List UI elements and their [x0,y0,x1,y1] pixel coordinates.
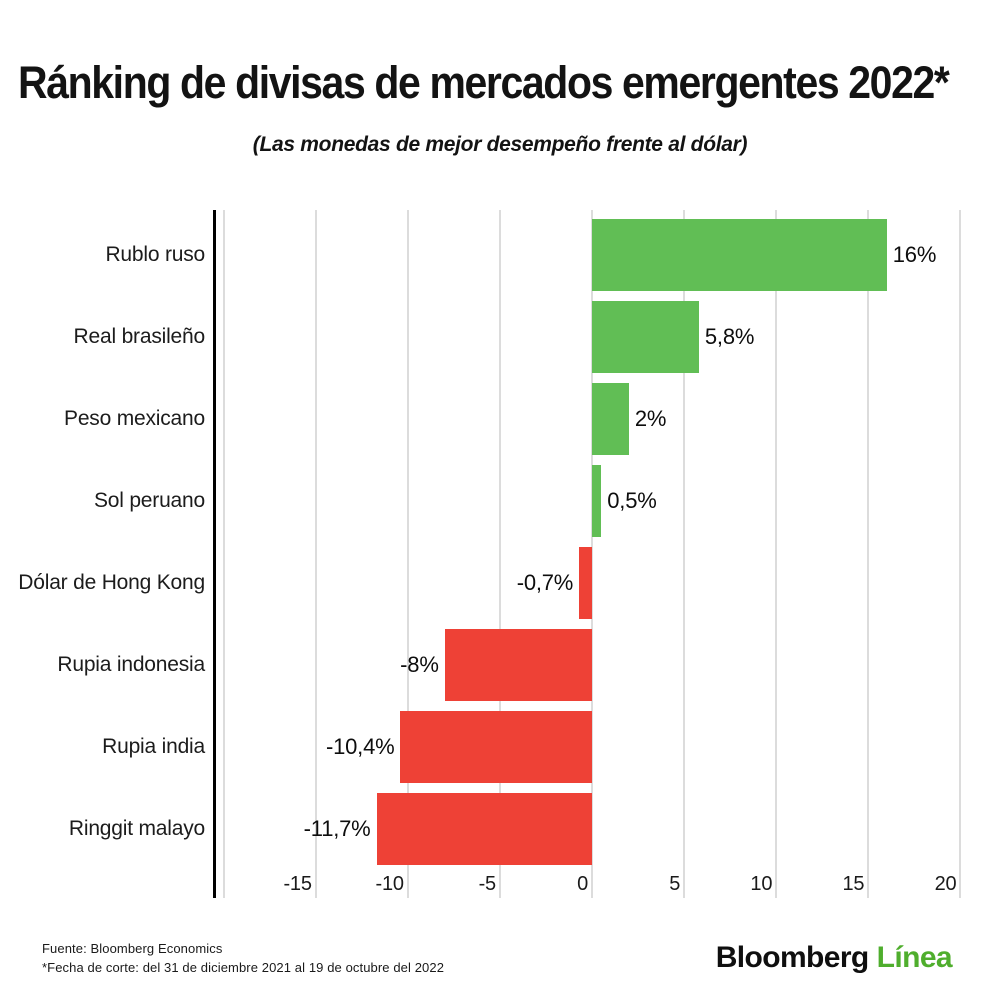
source-note: Fuente: Bloomberg Economics [42,941,223,956]
bar-value-label: -10,4% [325,734,395,759]
bar-real-brasileño [592,301,699,373]
bar-value-label: 0,5% [607,488,657,513]
x-tick-label-20: 20 [934,873,957,895]
gridline-5 [683,210,686,898]
x-tick-label-5: 5 [669,873,681,895]
category-label: Dólar de Hong Kong [18,571,205,594]
bar-value-label: -0,7% [516,570,574,595]
bar-dólar-de-hong-kong [579,547,593,619]
category-label: Real brasileño [73,325,206,348]
bar-sol-peruano [592,465,602,537]
gridline-20 [959,210,962,898]
cutoff-note: *Fecha de corte: del 31 de diciembre 202… [42,960,445,975]
category-label: Sol peruano [93,489,205,512]
x-tick-label-10: 10 [750,873,773,895]
category-label: Rupia india [102,735,205,758]
bloomberg-linea-logo: Bloomberg Línea [715,941,953,975]
gridline--20 [222,210,225,898]
gridline-15 [867,210,870,898]
category-label: Peso mexicano [64,407,205,430]
category-label: Rupia indonesia [57,653,205,676]
bar-peso-mexicano [592,383,629,455]
category-label: Rublo ruso [105,243,205,266]
x-tick-label--15: -15 [283,873,312,895]
bar-rupia-india [400,711,593,783]
x-tick-label-15: 15 [842,873,865,895]
bar-value-label: 2% [634,406,667,431]
bar-ringgit-malayo [376,793,593,865]
bar-value-label: 16% [892,242,937,267]
gridline--5 [498,210,501,898]
bar-rupia-indonesia [444,629,593,701]
x-tick-label--5: -5 [478,873,497,895]
bar-rublo-ruso [592,219,887,291]
bar-value-label: 5,8% [704,324,755,349]
y-axis-line [213,210,216,898]
bar-value-label: -11,7% [303,816,371,841]
bar-chart: Rublo ruso 16% Real brasileño 5,8% Peso mexi… [0,210,1000,898]
chart-subtitle: (Las monedas de mejor desempeño frente a… [252,133,748,156]
chart-title: Ránking de divisas de mercados emergente… [18,57,950,108]
category-label: Ringgit malayo [68,817,205,840]
logo-text-linea: Línea [876,941,953,974]
gridline-10 [775,210,778,898]
gridline--10 [406,210,409,898]
bar-value-label: -8% [400,652,439,677]
x-tick-label-0: 0 [577,873,589,895]
x-tick-label--10: -10 [375,873,405,895]
gridline--15 [314,210,317,898]
logo-text-bloomberg: Bloomberg [715,941,870,974]
gridline-0 [591,210,594,898]
